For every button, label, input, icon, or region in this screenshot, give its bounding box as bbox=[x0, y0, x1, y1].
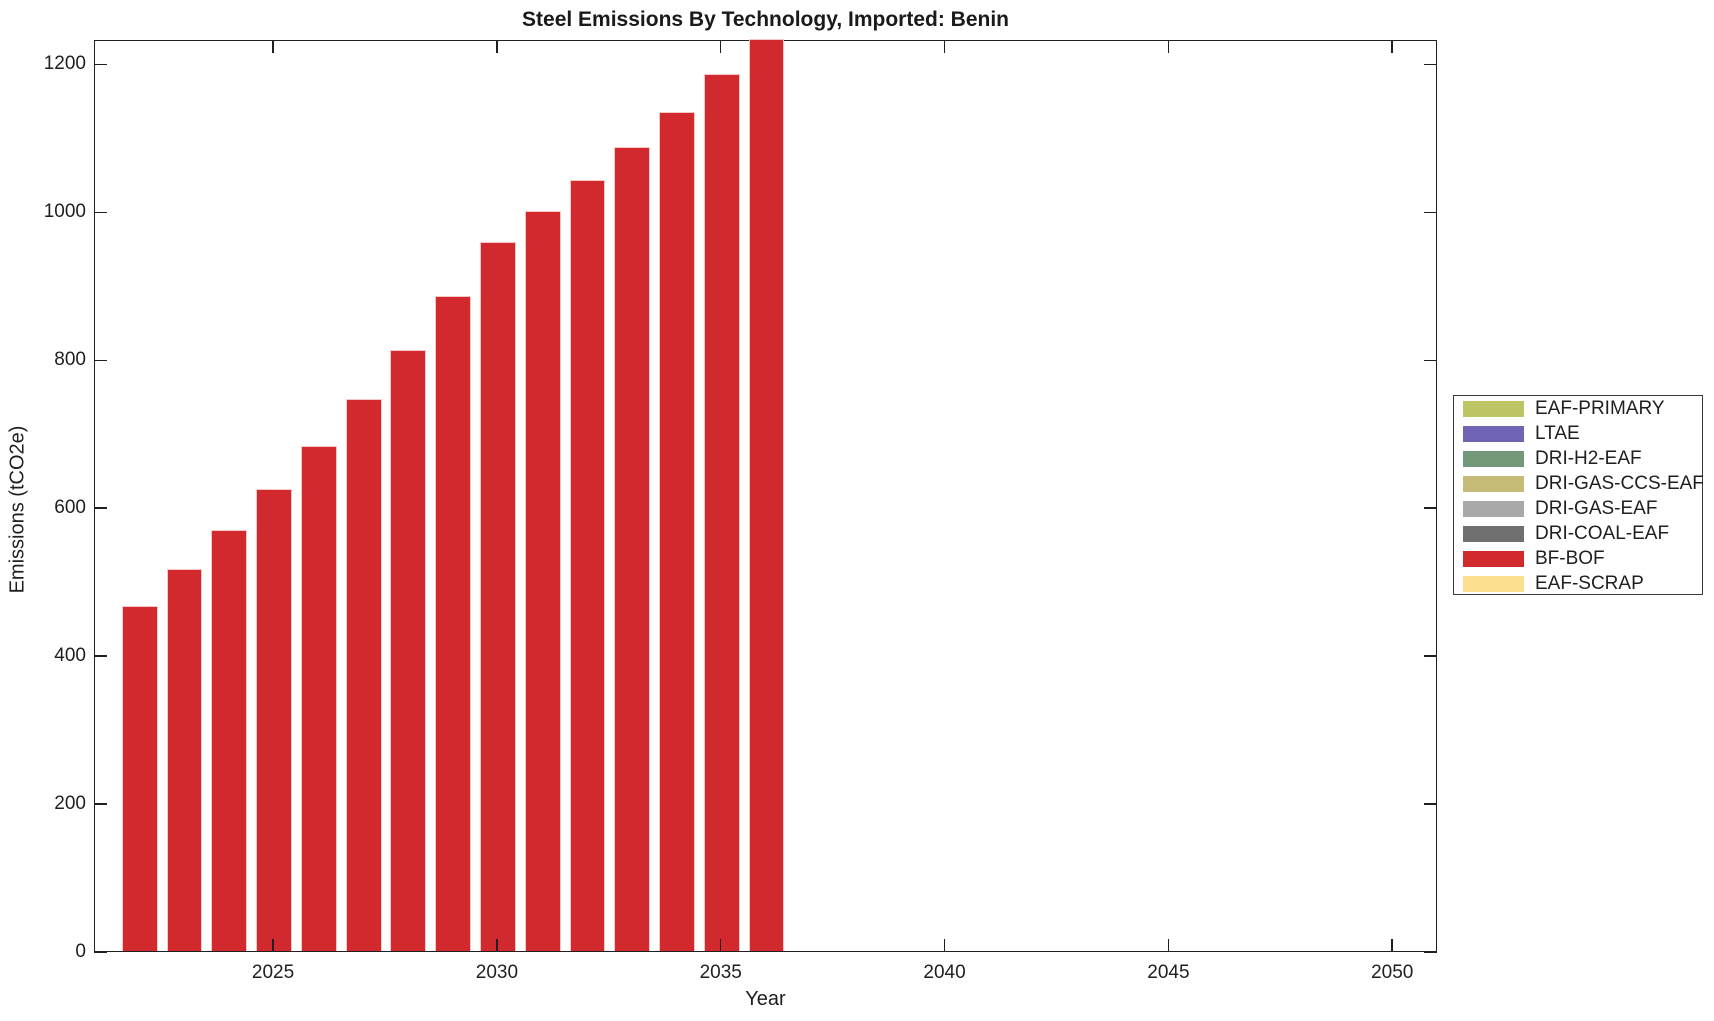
bar-2030 bbox=[479, 242, 516, 951]
y-tick-label: 0 bbox=[75, 941, 86, 962]
legend-swatch bbox=[1463, 450, 1524, 467]
legend-label: DRI-GAS-EAF bbox=[1535, 497, 1658, 519]
legend-row: DRI-COAL-EAF bbox=[1454, 521, 1702, 546]
bar-2022 bbox=[121, 605, 158, 951]
legend-swatch bbox=[1463, 400, 1524, 417]
x-tick-mark bbox=[1391, 939, 1393, 952]
y-tick-label: 400 bbox=[54, 645, 86, 667]
bar-2026 bbox=[300, 445, 337, 951]
legend-row: DRI-GAS-EAF bbox=[1454, 496, 1702, 521]
legend-swatch bbox=[1463, 425, 1524, 442]
legend-label: LTAE bbox=[1535, 422, 1580, 444]
x-tick-mark-top bbox=[1167, 40, 1170, 53]
legend-swatch bbox=[1463, 525, 1524, 542]
legend-swatch bbox=[1463, 500, 1524, 517]
legend-box: EAF-PRIMARY LTAE DRI-H2-EAF DRI-GAS-CCS-EAF… bbox=[1453, 395, 1704, 596]
x-tick-mark-top bbox=[719, 40, 722, 53]
bar-2025 bbox=[256, 489, 292, 951]
legend-label: EAF-PRIMARY bbox=[1535, 397, 1665, 419]
x-tick-mark-top bbox=[943, 40, 946, 53]
bar-2035 bbox=[703, 73, 740, 951]
legend-swatch bbox=[1463, 550, 1524, 567]
y-tick-label: 1200 bbox=[43, 53, 86, 75]
y-tick-label: 1000 bbox=[43, 201, 86, 223]
legend-label: DRI-COAL-EAF bbox=[1535, 522, 1670, 544]
bar-2027 bbox=[345, 399, 382, 951]
y-tick-label: 800 bbox=[54, 349, 86, 371]
x-tick-mark bbox=[719, 939, 722, 952]
legend-label: BF-BOF bbox=[1535, 547, 1605, 569]
x-axis-label: Year bbox=[745, 988, 786, 1010]
chart-title: Steel Emissions By Technology, Imported:… bbox=[522, 8, 1009, 31]
bar-2036 bbox=[748, 39, 785, 951]
x-tick-mark-top bbox=[496, 40, 498, 53]
legend-row: BF-BOF bbox=[1454, 546, 1702, 571]
y-tick-mark bbox=[94, 359, 107, 362]
x-tick-label: 2030 bbox=[475, 962, 519, 983]
x-tick-label: 2035 bbox=[699, 962, 742, 983]
bar-2028 bbox=[390, 349, 427, 951]
legend-row: DRI-H2-EAF bbox=[1454, 446, 1702, 471]
legend-row: EAF-SCRAP bbox=[1454, 571, 1702, 596]
bar-2033 bbox=[614, 147, 651, 951]
y-tick-mark-right bbox=[1424, 63, 1437, 66]
x-tick-mark-top bbox=[272, 40, 274, 53]
y-tick-mark-right bbox=[1424, 655, 1437, 657]
y-tick-label: 600 bbox=[54, 497, 86, 519]
legend-row: EAF-PRIMARY bbox=[1454, 396, 1702, 421]
legend-swatch bbox=[1463, 575, 1524, 592]
y-tick-mark bbox=[94, 507, 107, 509]
legend-row: LTAE bbox=[1454, 421, 1702, 446]
y-tick-mark-right bbox=[1424, 507, 1437, 509]
bar-2032 bbox=[569, 180, 606, 951]
plot-area bbox=[94, 39, 1437, 952]
x-tick-label: 2050 bbox=[1371, 962, 1414, 983]
legend-row: DRI-GAS-CCS-EAF bbox=[1454, 471, 1704, 496]
y-tick-label: 200 bbox=[54, 793, 86, 815]
x-tick-mark bbox=[1167, 939, 1170, 952]
y-tick-mark bbox=[94, 803, 107, 805]
x-tick-label: 2045 bbox=[1147, 962, 1190, 983]
x-tick-label: 2040 bbox=[923, 962, 966, 983]
bar-2023 bbox=[166, 568, 203, 951]
x-tick-mark-top bbox=[1391, 40, 1393, 53]
y-tick-mark-right bbox=[1424, 211, 1437, 214]
y-axis-label: Emissions (tCO2e) bbox=[6, 425, 29, 594]
x-tick-label: 2025 bbox=[251, 962, 295, 983]
bar-2034 bbox=[659, 111, 695, 951]
y-tick-mark bbox=[94, 63, 107, 66]
legend-label: DRI-GAS-CCS-EAF bbox=[1535, 472, 1704, 494]
x-tick-mark bbox=[496, 939, 498, 952]
bar-2031 bbox=[524, 211, 561, 951]
y-tick-mark bbox=[94, 211, 107, 214]
y-tick-mark-right bbox=[1424, 803, 1437, 805]
x-tick-mark bbox=[272, 939, 274, 952]
y-tick-mark-right bbox=[1424, 359, 1437, 362]
bar-2024 bbox=[211, 530, 248, 951]
legend-swatch bbox=[1463, 475, 1524, 492]
legend-label: DRI-H2-EAF bbox=[1535, 447, 1642, 469]
y-tick-mark bbox=[94, 655, 107, 657]
y-tick-mark bbox=[94, 951, 107, 953]
legend-label: EAF-SCRAP bbox=[1535, 572, 1644, 594]
x-tick-mark bbox=[943, 939, 946, 952]
y-tick-mark-right bbox=[1424, 951, 1437, 953]
bar-2029 bbox=[435, 296, 472, 951]
